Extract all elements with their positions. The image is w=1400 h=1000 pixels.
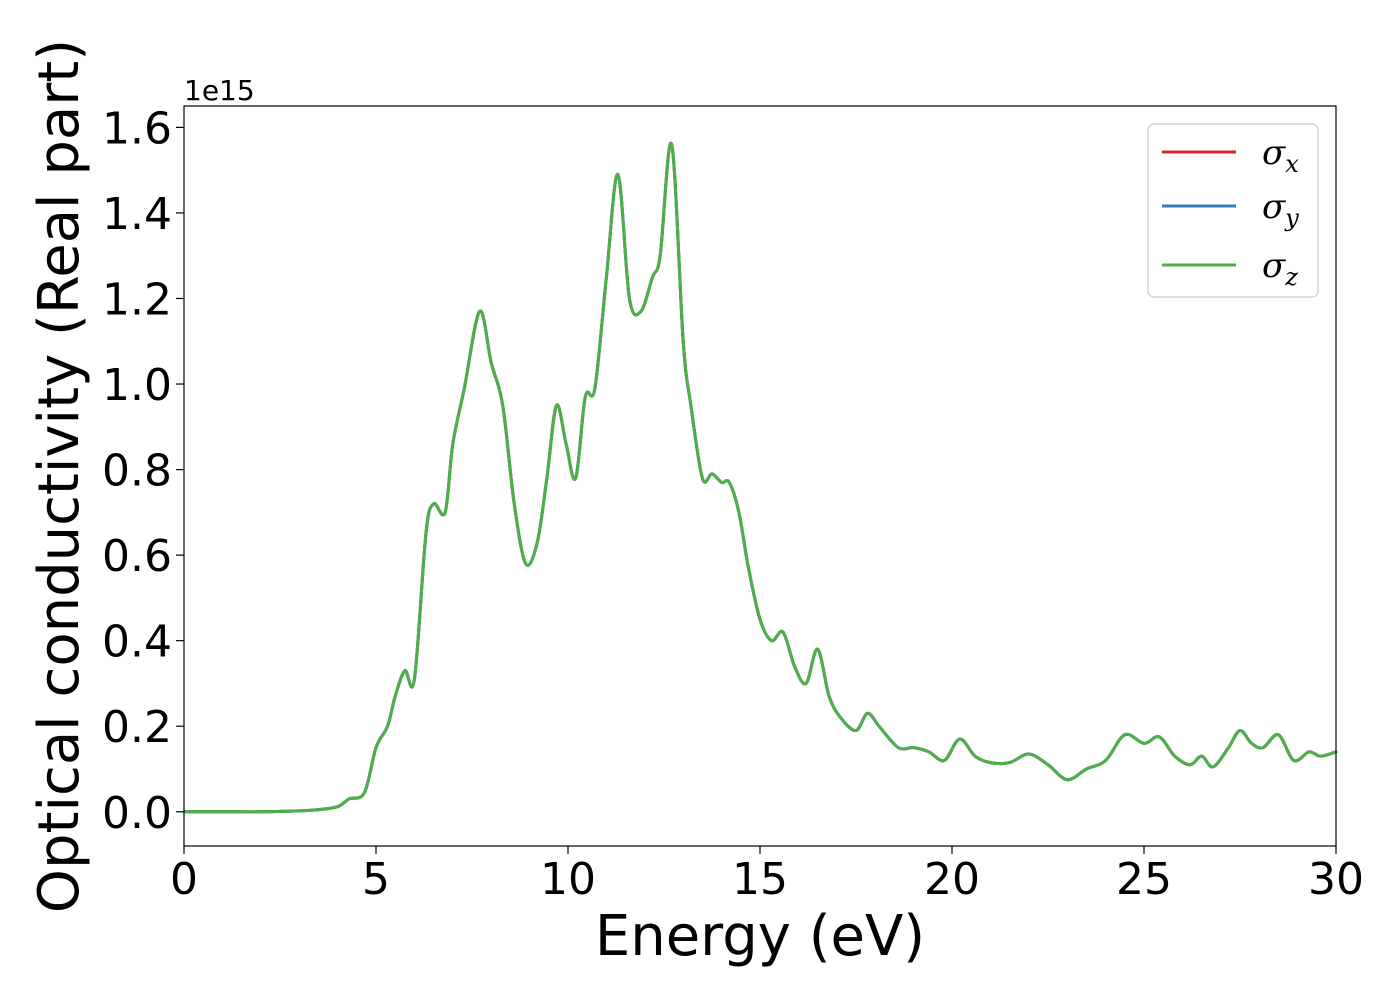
x-tick-label: 0 [170, 854, 198, 905]
y-tick-label: 1.4 [102, 189, 172, 240]
legend-box [1147, 123, 1319, 298]
plot-lines [182, 141, 1338, 814]
y-tick-label: 1.0 [102, 360, 172, 411]
x-tick-label: 25 [1116, 854, 1172, 905]
y-tick-label: 0.4 [102, 617, 172, 668]
series-line-z [182, 141, 1338, 814]
x-tick-label: 5 [362, 854, 390, 905]
x-tick-label: 15 [732, 854, 788, 905]
y-tick-label: 0.8 [102, 446, 172, 497]
x-tick-label: 30 [1308, 854, 1364, 905]
y-tick-label: 0.2 [102, 702, 172, 753]
y-axis-label: Optical conductivity (Real part) [27, 39, 92, 913]
y-tick-label: 1.6 [102, 103, 172, 154]
x-axis-ticks: 0 5 10 15 20 25 30 [170, 846, 1364, 905]
y-tick-label: 1.2 [102, 274, 172, 325]
y-tick-label: 0.6 [102, 531, 172, 582]
y-offset-label: 1e15 [184, 74, 255, 107]
y-tick-label: 0.0 [102, 788, 172, 839]
x-tick-label: 10 [540, 854, 596, 905]
y-axis-ticks: 0.0 0.2 0.4 0.6 0.8 1.0 1.2 1.4 1.6 [102, 103, 184, 839]
x-tick-label: 20 [924, 854, 980, 905]
x-axis-label: Energy (eV) [595, 904, 925, 969]
